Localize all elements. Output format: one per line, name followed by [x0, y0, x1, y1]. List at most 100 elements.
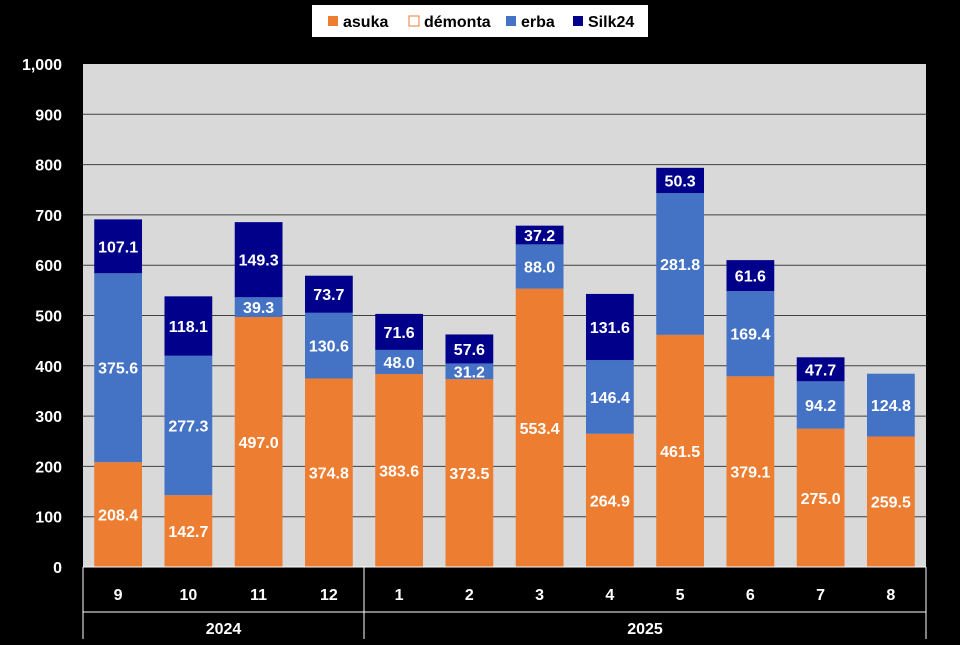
bar-segment-silk24 [656, 167, 705, 194]
data-label: 208.4 [98, 508, 138, 525]
data-label: 149.3 [239, 253, 279, 270]
data-label: 375.6 [98, 361, 138, 378]
bar-segment-silk24 [304, 275, 353, 313]
legend-box [312, 5, 648, 37]
y-tick-label: 400 [35, 359, 62, 376]
y-tick-label: 900 [35, 107, 62, 124]
data-label: 61.6 [735, 269, 766, 286]
legend-label: démonta [424, 14, 491, 31]
bar-segment-asuka [164, 495, 213, 567]
data-label: 131.6 [590, 320, 630, 337]
legend-swatch [506, 16, 516, 26]
y-tick-label: 500 [35, 309, 62, 326]
data-label: 146.4 [590, 390, 630, 407]
data-label: 379.1 [730, 465, 770, 482]
data-label: 277.3 [168, 418, 208, 435]
legend-label: erba [521, 14, 555, 31]
data-label: 553.4 [520, 421, 560, 438]
bar-segment-erba [234, 297, 283, 318]
data-label: 94.2 [805, 398, 836, 415]
data-label: 88.0 [524, 260, 555, 277]
x-tick-label: 10 [179, 587, 197, 604]
y-tick-label: 1,000 [22, 57, 62, 74]
bar-segment-erba [866, 373, 915, 437]
data-label: 37.2 [524, 228, 555, 245]
bar-segment-asuka [375, 374, 424, 567]
bar-segment-silk24 [234, 222, 283, 298]
bar-segment-erba [515, 244, 564, 289]
legend-label: asuka [343, 14, 388, 31]
data-label: 124.8 [871, 398, 911, 415]
data-label: 275.0 [801, 491, 841, 508]
data-label: 48.0 [384, 355, 415, 372]
legend-swatch [408, 15, 420, 27]
data-label: 31.2 [454, 364, 485, 381]
y-tick-label: 800 [35, 158, 62, 175]
x-tick-label: 4 [605, 587, 614, 604]
x-tick-label: 12 [320, 587, 338, 604]
bar-segment-silk24 [375, 313, 424, 350]
data-label: 107.1 [98, 239, 138, 256]
data-label: 57.6 [454, 342, 485, 359]
bar-segment-silk24 [585, 293, 634, 361]
bar-segment-silk24 [515, 225, 564, 245]
x-group-label: 2025 [627, 621, 663, 638]
data-label: 374.8 [309, 466, 349, 483]
bar-segment-silk24 [94, 219, 143, 274]
bar-segment-erba [94, 273, 143, 463]
data-label: 50.3 [665, 173, 696, 190]
y-tick-label: 300 [35, 409, 62, 426]
bar-segment-silk24 [164, 296, 213, 356]
x-tick-label: 1 [395, 587, 404, 604]
data-label: 142.7 [168, 524, 208, 541]
bar-segment-asuka [726, 376, 775, 567]
bar-segment-erba [164, 355, 213, 496]
y-tick-label: 100 [35, 510, 62, 527]
data-label: 461.5 [660, 444, 700, 461]
bar-segment-asuka [304, 378, 353, 567]
data-label: 497.0 [239, 435, 279, 452]
legend: asuka démonta erba Silk24 [312, 5, 648, 37]
data-label: 259.5 [871, 495, 911, 512]
x-tick-label: 9 [114, 587, 123, 604]
bar-segment-erba [796, 381, 845, 429]
legend-swatch [328, 16, 338, 26]
data-label: 281.8 [660, 257, 700, 274]
bar-segment-erba [726, 291, 775, 377]
y-tick-label: 700 [35, 208, 62, 225]
bar-segment-asuka [94, 462, 143, 567]
legend-swatch [573, 16, 583, 26]
legend-label: Silk24 [588, 14, 634, 31]
data-label: 169.4 [730, 327, 770, 344]
x-tick-label: 6 [746, 587, 755, 604]
bar-segment-silk24 [445, 334, 494, 364]
data-label: 47.7 [805, 362, 836, 379]
y-tick-label: 0 [53, 560, 62, 577]
data-label: 264.9 [590, 493, 630, 510]
y-axis-tick-labels: 0 100 200 300 400 500 600 700 800 900 1,000 [22, 57, 62, 577]
x-tick-label: 3 [535, 587, 544, 604]
bar-segment-erba [656, 193, 705, 335]
x-tick-label: 5 [676, 587, 685, 604]
data-label: 373.5 [449, 466, 489, 483]
bar-segment-asuka [585, 433, 634, 567]
bar-segment-erba [585, 360, 634, 434]
bar-segment-silk24 [796, 357, 845, 382]
data-label: 118.1 [169, 319, 208, 336]
bar-segment-asuka [515, 288, 564, 567]
bar-segment-erba [304, 312, 353, 379]
data-label: 71.6 [384, 325, 415, 342]
x-tick-label: 7 [816, 587, 825, 604]
bar-segment-asuka [234, 317, 283, 567]
data-label: 130.6 [309, 339, 349, 356]
data-labels: 208.4 375.6 107.1 142.7 277.3 118.1 497.0 39.3 1… [98, 173, 911, 541]
bar-segment-asuka [866, 436, 915, 567]
bars [94, 167, 915, 567]
y-tick-label: 200 [35, 459, 62, 476]
bar-segment-asuka [796, 428, 845, 567]
data-label: 39.3 [243, 300, 274, 317]
data-label: 73.7 [313, 287, 344, 304]
